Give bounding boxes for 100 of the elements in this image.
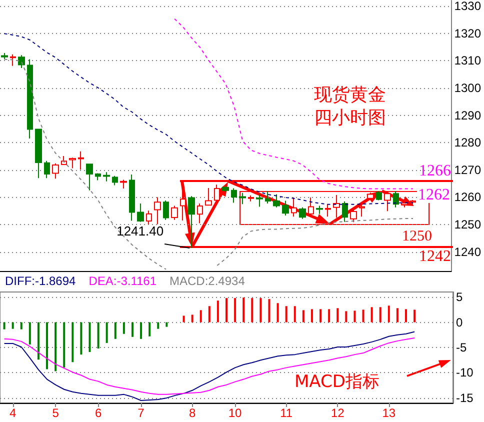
x-tick-label: 6 [94, 406, 102, 420]
candlestick [10, 54, 16, 66]
candlestick [376, 190, 382, 201]
candlestick [273, 194, 280, 208]
bar [260, 298, 262, 322]
bar [3, 322, 6, 330]
y-tick-label: 1330 [454, 0, 482, 13]
bar [414, 310, 416, 322]
bar [208, 306, 210, 322]
bar [140, 322, 142, 339]
candlestick [69, 157, 76, 169]
candlestick [35, 128, 42, 179]
x-tick-label: 11 [280, 406, 293, 420]
bar [88, 322, 91, 352]
candlestick [231, 188, 237, 204]
bar [97, 322, 100, 349]
bar [80, 322, 82, 355]
bar [268, 299, 270, 322]
y-tick-label: 1260 [454, 190, 482, 204]
bar [54, 322, 57, 372]
bar [46, 322, 48, 370]
y-tick-label: 1310 [454, 54, 482, 68]
line-series [4, 337, 416, 395]
candlestick [18, 54, 25, 69]
bar [388, 306, 390, 322]
y-tick-label: 1280 [454, 136, 482, 150]
candlestick [325, 204, 331, 218]
candlestick [86, 163, 93, 191]
y-tick-label: -15 [456, 390, 474, 405]
bar [251, 298, 254, 322]
bar [302, 310, 304, 322]
annotation: 现货黄金 [314, 84, 386, 106]
candlestick [359, 203, 365, 218]
candlestick [384, 190, 391, 212]
y-tick-label: 1240 [454, 244, 482, 259]
bar [106, 322, 108, 343]
bar [242, 298, 245, 322]
candlestick [205, 187, 212, 206]
candlestick [197, 203, 203, 224]
bar [336, 308, 339, 322]
bar [354, 310, 356, 322]
bar [396, 308, 398, 322]
candlestick [401, 200, 408, 208]
candlestick [342, 200, 348, 222]
bar [148, 322, 151, 336]
bar [276, 303, 279, 322]
bar [72, 322, 74, 362]
bar [166, 322, 168, 327]
annotation: 1250 [402, 228, 432, 244]
y-tick-label: 1250 [454, 218, 482, 232]
x-tick-label: 5 [52, 406, 60, 420]
candlestick [239, 192, 246, 205]
candlestick [248, 194, 254, 202]
candlestick [265, 190, 271, 204]
candlestick [52, 162, 59, 180]
candlestick [146, 210, 152, 225]
bar [345, 311, 348, 322]
bar [114, 322, 116, 339]
bar [28, 322, 31, 344]
ref-line-label: 1266 [419, 162, 451, 180]
candlestick [333, 194, 340, 218]
bar [37, 322, 40, 360]
candlestick [350, 206, 357, 223]
candlestick [137, 203, 144, 222]
bar [370, 307, 373, 322]
annotation: MACD指标 [294, 372, 380, 392]
bar [20, 322, 22, 330]
y-tick-label: 1300 [454, 80, 482, 95]
line-series [4, 331, 416, 401]
bar [379, 307, 382, 322]
bar [191, 314, 194, 322]
series-label: MACD:2.4934 [170, 274, 246, 288]
x-tick-label: 8 [188, 406, 196, 420]
candlestick [188, 196, 195, 249]
bar [234, 298, 236, 322]
bar [294, 306, 296, 322]
candlestick [308, 197, 314, 218]
y-tick-label: 0 [456, 315, 463, 330]
bar [200, 310, 202, 322]
y-tick-label: 1290 [454, 108, 482, 122]
candlestick [367, 192, 374, 201]
annotation: 1262 [418, 186, 450, 204]
candlestick [129, 174, 135, 222]
bar [63, 322, 66, 368]
annotation: 1241.40 [116, 224, 164, 239]
bar [226, 298, 228, 322]
bar [362, 310, 364, 322]
candlestick [78, 150, 84, 170]
candlestick [120, 179, 127, 189]
bar [12, 322, 14, 329]
candlestick [291, 197, 297, 218]
bar [216, 300, 219, 322]
bar [404, 309, 407, 322]
y-tick-label: 1270 [454, 162, 482, 177]
candlestick [282, 200, 289, 216]
x-tick-label: 7 [138, 406, 145, 420]
candlestick [222, 186, 229, 192]
candlestick [27, 58, 33, 139]
bar [131, 322, 134, 337]
bar [285, 306, 288, 322]
